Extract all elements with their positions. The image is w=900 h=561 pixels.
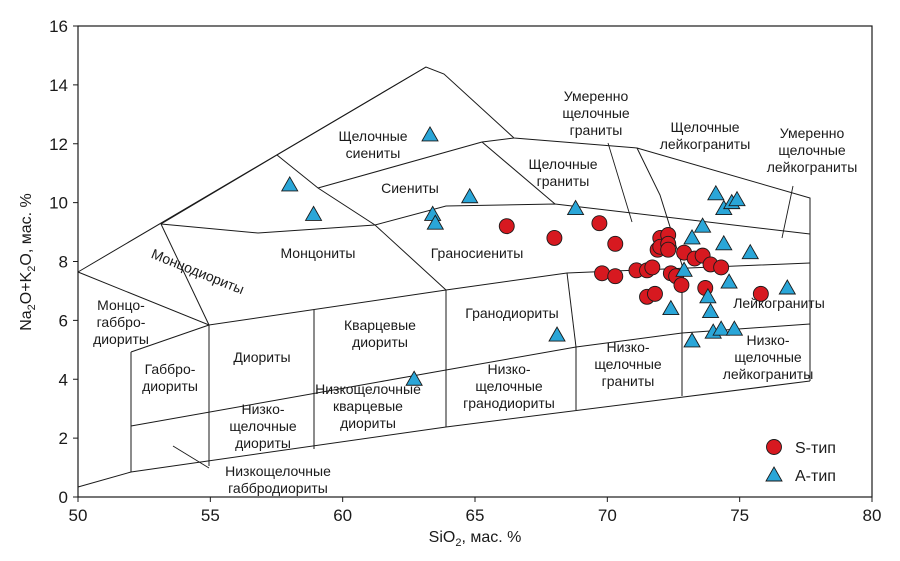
legend-triangle-marker xyxy=(765,466,783,482)
a-type-point xyxy=(405,370,423,386)
y-tick-label: 2 xyxy=(59,429,68,448)
a-type-point xyxy=(720,273,738,289)
s-type-point xyxy=(594,265,610,282)
a-type-point xyxy=(304,205,323,221)
field-modalk-granites: Умеренно щелочные граниты xyxy=(562,88,630,138)
s-type-point xyxy=(644,259,661,276)
field-syenites: Сиениты xyxy=(381,180,439,196)
field-monzodiorites: Монцодиориты xyxy=(149,245,246,297)
s-type-point xyxy=(607,235,624,252)
a-type-point xyxy=(421,126,439,142)
field-alkaline-granites: Щелочные граниты xyxy=(528,156,597,189)
a-type-point xyxy=(712,320,730,336)
s-type-point xyxy=(713,259,730,276)
x-tick-label: 65 xyxy=(466,506,485,525)
field-modalk-leucogranites: Умеренно щелочные лейкограниты xyxy=(767,125,858,175)
s-type-point xyxy=(752,285,769,302)
x-axis-title: SiO2, мас. % xyxy=(429,529,522,549)
field-diorites: Диориты xyxy=(233,349,290,365)
field-lowalk-leucogranites: Низко-щелочные лейкограниты xyxy=(723,332,814,382)
y-tick-label: 10 xyxy=(49,194,68,213)
field-alkaline-leucogranites: Щелочные лейкограниты xyxy=(660,119,751,152)
a-type-point xyxy=(662,299,680,316)
legend-a-type-label: А-тип xyxy=(795,468,836,485)
x-tick-label: 60 xyxy=(333,506,352,525)
field-quartz-diorites: Кварцевые диориты xyxy=(344,317,416,350)
x-tick-label: 50 xyxy=(69,506,88,525)
y-tick-label: 16 xyxy=(49,17,68,36)
field-monzonites: Монцониты xyxy=(280,245,355,261)
y-tick-label: 12 xyxy=(49,135,68,154)
s-type-point xyxy=(647,285,663,302)
a-type-point xyxy=(693,217,712,233)
s-type-point xyxy=(673,277,690,293)
field-alkaline-syenites: Щелочные сиениты xyxy=(338,128,407,161)
a-type-point xyxy=(460,187,479,204)
y-axis: 0 2 4 6 8 10 12 14 16 xyxy=(49,17,78,507)
field-lowalk-gabbrodiorites: Низкощелочные габбродиориты xyxy=(225,463,331,496)
field-granodiorites: Гранодиориты xyxy=(465,305,558,321)
s-type-point xyxy=(591,215,608,232)
a-type-point xyxy=(683,332,701,348)
y-tick-label: 6 xyxy=(59,311,68,330)
a-type-point xyxy=(566,199,585,215)
a-type-point xyxy=(707,184,725,201)
a-type-point xyxy=(426,214,445,230)
a-type-point xyxy=(728,190,746,207)
a-type-point xyxy=(675,261,693,277)
field-labels: Щелочные сиениты Сиениты Монцониты Монцод… xyxy=(93,88,857,496)
x-tick-label: 80 xyxy=(863,506,882,525)
y-tick-label: 8 xyxy=(59,253,68,272)
a-type-point xyxy=(725,320,744,336)
field-leucogranites: Лейкограниты xyxy=(733,295,825,311)
s-type-point xyxy=(546,229,563,246)
y-tick-label: 0 xyxy=(59,488,68,507)
x-tick-label: 55 xyxy=(201,506,220,525)
legend-circle-marker xyxy=(766,439,782,455)
a-type-point xyxy=(548,326,566,342)
field-gabbrodiorites: Габбро-диориты xyxy=(142,361,198,394)
s-type-point xyxy=(660,241,677,258)
y-tick-label: 4 xyxy=(59,370,68,389)
x-tick-label: 75 xyxy=(730,506,749,525)
a-type-point xyxy=(280,176,299,192)
field-lowalk-quartz-diorites: Низкощелочные кварцевые диориты xyxy=(315,381,421,431)
y-axis-title: Na2O+K2O, мас. % xyxy=(18,193,38,331)
a-type-point xyxy=(683,229,701,245)
s-type-point xyxy=(607,268,624,285)
x-axis: 50 55 60 65 70 75 80 xyxy=(69,497,882,525)
field-monzogabbrodiorites: Монцо-габбро-диориты xyxy=(93,297,149,347)
field-lowalk-diorites: Низко-щелочные диориты xyxy=(229,401,297,451)
field-lowalk-granites: Низко-щелочные граниты xyxy=(594,339,662,389)
x-tick-label: 70 xyxy=(598,506,617,525)
a-type-point xyxy=(715,234,733,251)
a-type-point xyxy=(701,302,720,318)
a-type-point xyxy=(741,243,760,260)
a-type-point xyxy=(778,279,797,295)
field-lowalk-granodiorites: Низко-щелочные гранодиориты xyxy=(463,361,555,411)
a-type-point xyxy=(699,287,717,304)
y-tick-label: 14 xyxy=(49,76,68,95)
legend-s-type-label: S-тип xyxy=(795,440,836,457)
s-type-point xyxy=(498,218,515,235)
legend: S-тип А-тип xyxy=(765,439,836,485)
field-granosyenites: Граносиениты xyxy=(431,245,524,261)
data-points xyxy=(280,126,797,386)
